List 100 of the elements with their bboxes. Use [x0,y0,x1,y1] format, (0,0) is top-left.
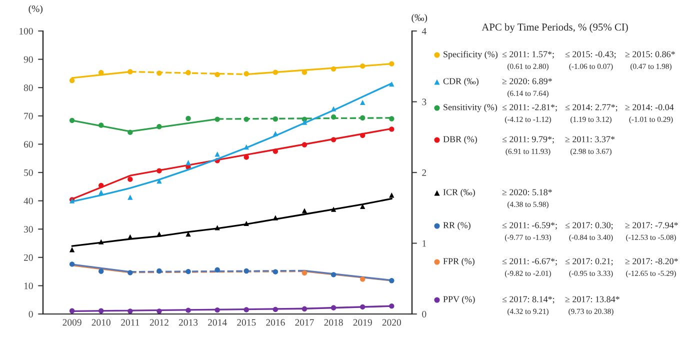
y-tick-label: 80 [24,84,33,92]
point [156,308,162,314]
point [69,247,75,252]
point [156,124,162,130]
legend-label: DBR (%) [443,136,477,144]
point [69,262,75,267]
text: ≤ 2011: 9.79*; ≥ 2011: 3.37* [502,136,615,144]
y2-tick-label: 1 [422,240,426,247]
x-tick-label: 2015 [237,319,256,326]
point [389,303,394,309]
point [272,306,278,312]
point [360,63,366,69]
point [360,100,366,106]
y-tick-label: 70 [24,112,33,120]
point [128,176,133,182]
point [128,69,133,74]
point [69,308,75,314]
point [360,132,366,138]
text: APC by Time Periods, % (95% CI) [482,23,628,33]
x-tick-label: 2016 [266,319,285,326]
point [156,231,162,237]
point [186,70,191,76]
point [389,116,394,122]
x-tick-label: 2012 [150,319,168,326]
point [244,268,249,274]
legend-label: Specificity (%) [444,50,498,60]
point [98,239,104,244]
point [186,160,191,166]
x-tick-label: 2017 [295,319,314,326]
point [244,154,249,160]
text: ≤ 2011: -2.81*; ≤ 2014: 2.77*; ≥ 2014: -0.04 [502,104,674,112]
point [156,268,162,274]
point [272,148,278,154]
point [330,66,336,72]
point [98,182,104,188]
x-tick-label: 2014 [208,319,227,326]
y-tick-label: 40 [24,198,33,204]
x-tick-label: 2020 [382,319,402,326]
point [330,272,336,278]
y2-tick-label: 3 [422,98,426,106]
x-tick-label: 2018 [324,319,343,326]
point [360,115,366,120]
point [244,71,249,76]
point [128,270,133,276]
point [272,116,278,122]
point [302,142,308,148]
point [272,70,278,75]
y-tick-label: 0 [28,310,33,318]
x-tick-label: 2010 [92,319,110,326]
legend-label: CDR (‰) [443,78,478,86]
point [156,70,162,76]
legend-label: RR (%) [443,222,470,230]
point [244,116,249,122]
point [272,215,278,220]
point [389,278,394,284]
point [128,130,133,135]
point [360,276,366,282]
legend-label: PPV (%) [443,296,475,304]
point [98,268,104,274]
point [272,269,278,274]
point [214,307,220,313]
point [214,152,220,157]
text: ≤ 2017: 8.14*; ≥ 2017: 13.84* [502,296,620,304]
point [330,206,336,212]
y-tick-label: 100 [20,28,33,34]
text: ≥ 2020: 5.18* [502,189,552,196]
y-tick-label: 10 [24,282,33,290]
x-tick-label: 2009 [62,319,82,326]
point [272,130,278,136]
point [302,208,308,214]
point [389,61,394,66]
point [389,126,394,132]
point [244,220,249,226]
y-axis-title: (%) [28,5,42,14]
point [389,81,394,87]
point [330,137,336,142]
point [98,122,104,128]
point [69,78,75,84]
legend-label: ICR (‰) [443,188,475,198]
point [244,144,249,150]
point [302,120,308,125]
text: ≤ 2011: -6.59*; ≤ 2017: 0.30; ≥ 2017: -7.94* [502,222,678,230]
text: ≤ 2011: -6.67*; ≤ 2017: 0.21; ≥ 2017: -8.20* [502,258,678,266]
point [214,116,220,122]
point [186,308,191,313]
point [214,225,220,230]
y2-tick-label: 0 [422,310,426,318]
y-tick-label: 60 [24,141,33,148]
point [186,268,191,274]
point [156,178,162,184]
point [186,116,191,122]
legend-label: FPR (%) [443,258,474,266]
point [214,72,220,78]
y-tick-label: 90 [24,56,33,63]
text: ≤ 2011: 1.57*; ≤ 2015: -0.43; ≥ 2015: 0.86* [502,51,675,59]
y2-tick-label: 2 [422,169,426,176]
point [244,307,249,312]
point [98,190,104,195]
x-tick-label: 2011 [121,319,140,326]
y2-axis-title: (‰) [412,14,428,23]
